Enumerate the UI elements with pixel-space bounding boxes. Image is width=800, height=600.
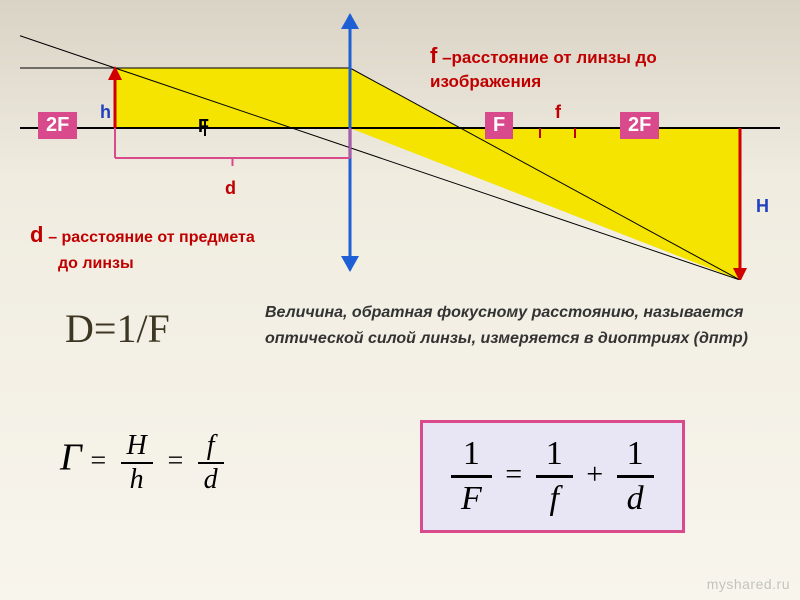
formula-magnification: Г = H h = f d [60, 430, 230, 496]
lens-eq: = [505, 457, 529, 490]
gamma-h: h [121, 464, 153, 496]
gamma-d: d [198, 464, 224, 496]
anno-d-prefix: d [30, 222, 43, 247]
gamma-eq2: = [166, 445, 192, 476]
label-f-right: F [485, 112, 513, 139]
gamma-eq1: = [89, 445, 115, 476]
label-h: h [100, 102, 111, 123]
lens-F: F [451, 478, 492, 520]
description-text: Величина, обратная фокусному расстоянию,… [265, 300, 775, 351]
lens-d: d [617, 478, 654, 520]
lens-1b: 1 [536, 433, 573, 478]
gamma-f: f [198, 430, 224, 464]
annotation-d-distance: d – расстояние от предмета до линзы [30, 220, 350, 275]
label-f-small: f [555, 102, 561, 123]
anno-d-text1: – расстояние от предмета [48, 229, 255, 246]
anno-f-prefix: f [430, 43, 437, 68]
lens-1a: 1 [451, 433, 492, 478]
watermark: myshared.ru [707, 576, 790, 592]
thin-lens-formula: 1 F = 1 f + 1 d [420, 420, 685, 533]
annotation-f-distance: f –расстояние от линзы до изображения [430, 42, 760, 93]
anno-d-text2: до линзы [58, 255, 134, 272]
lens-1c: 1 [617, 433, 654, 478]
label-H-cap: H [756, 196, 769, 217]
anno-f-text: –расстояние от линзы до изображения [430, 48, 657, 91]
desc-line1: Величина, обратная фокусному расстоянию,… [265, 304, 743, 321]
gamma-sym: Г [60, 436, 82, 478]
formula-optical-power: D=1/F [65, 305, 170, 352]
lens-plus: + [586, 457, 610, 490]
label-d: d [225, 178, 236, 199]
gamma-H: H [121, 430, 153, 464]
label-2f-left: 2F [38, 112, 77, 139]
label-f-left: F [198, 116, 209, 137]
label-2f-right: 2F [620, 112, 659, 139]
lens-f: f [536, 478, 573, 520]
desc-line2: оптической силой линзы, измеряется в дио… [265, 330, 748, 347]
